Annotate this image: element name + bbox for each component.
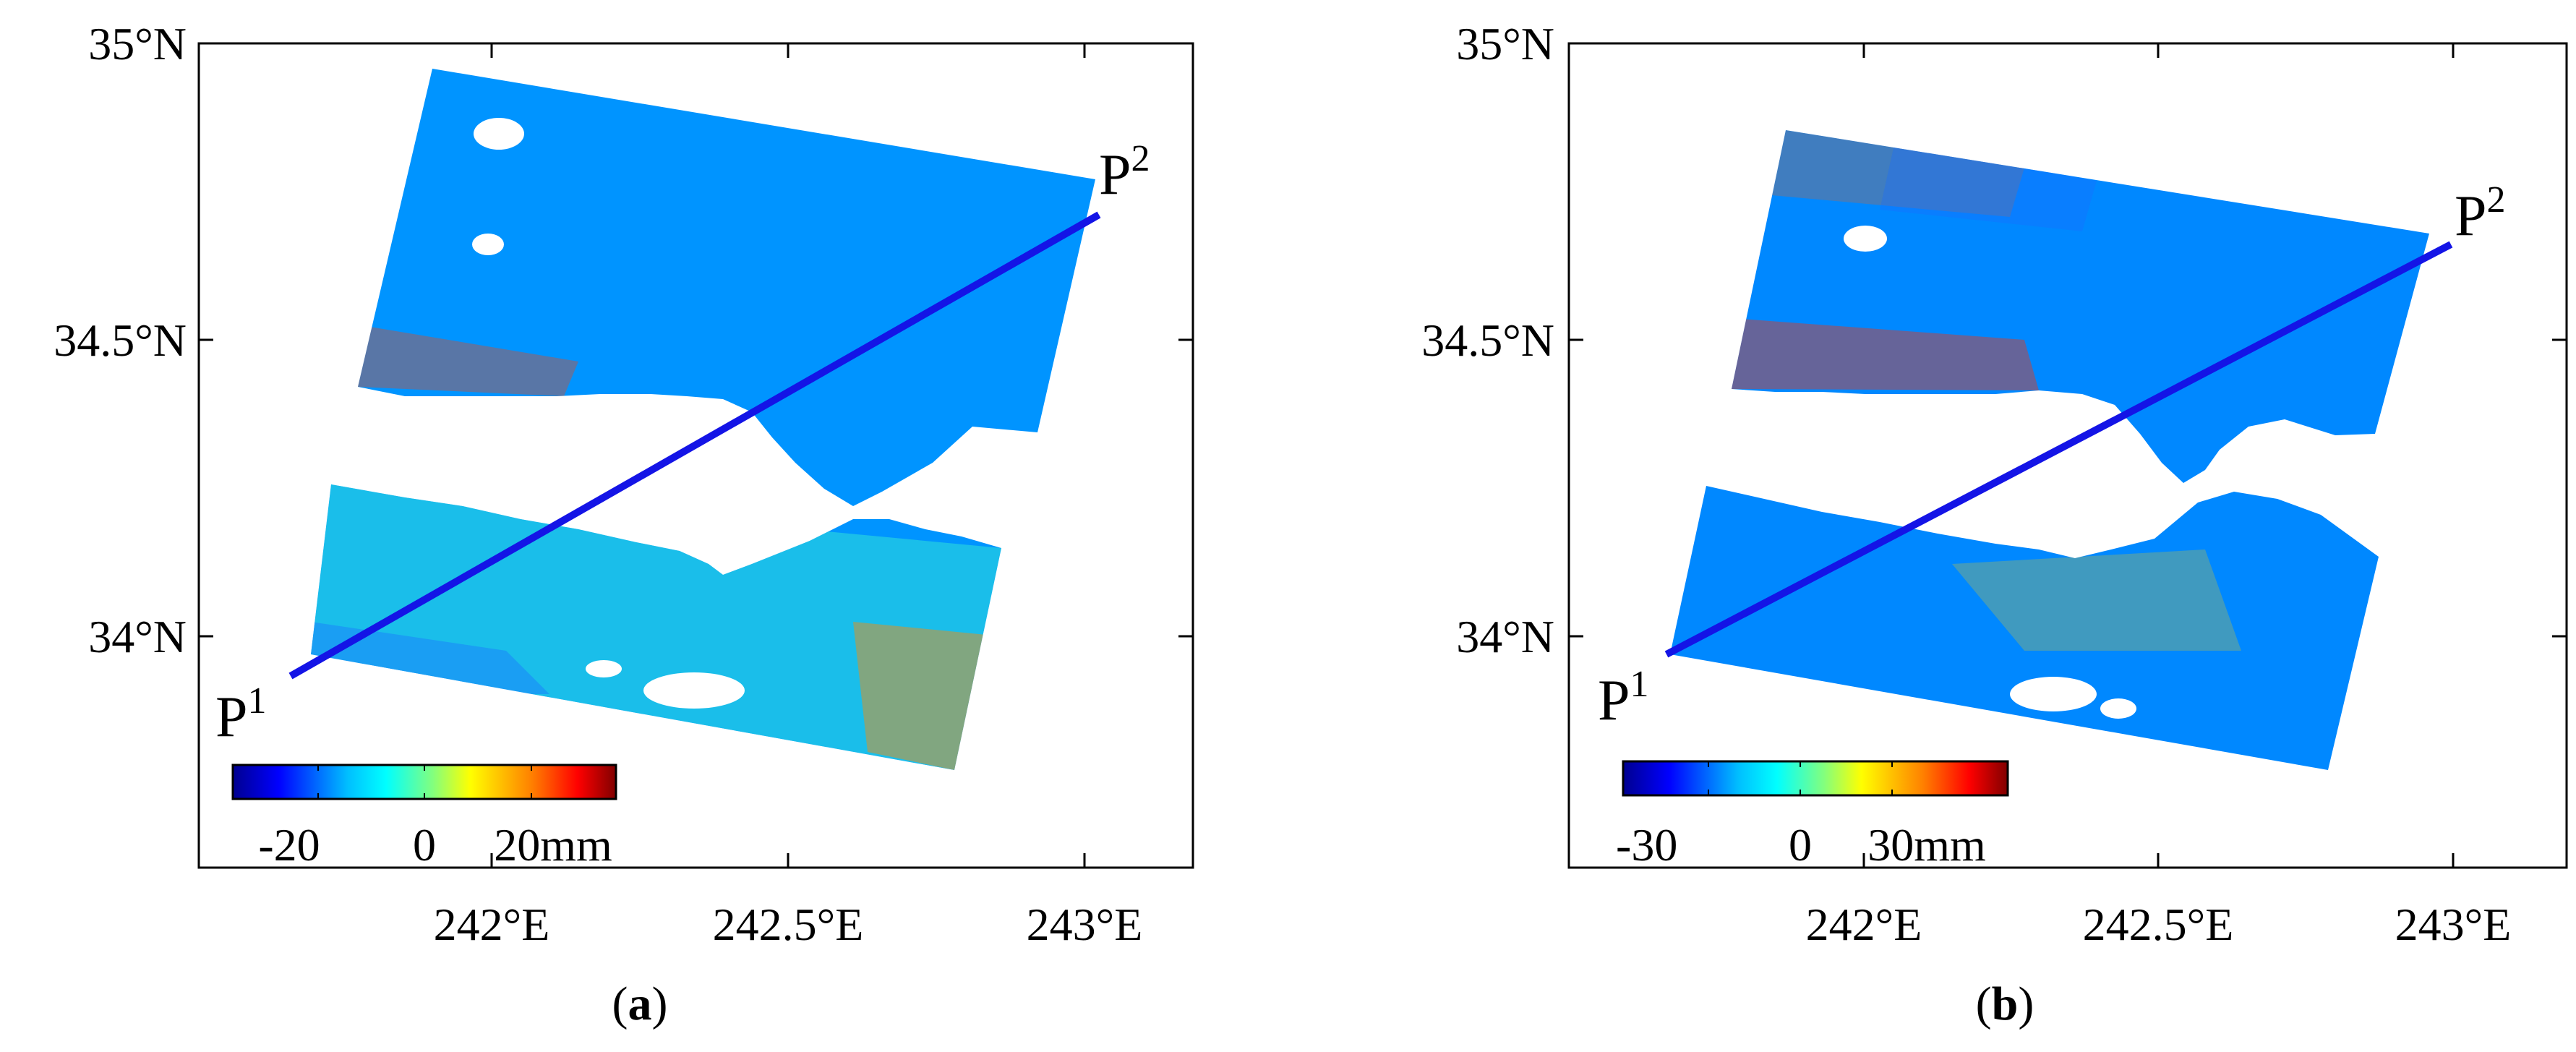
interferogram-a <box>311 69 1095 770</box>
axes-frame-b <box>1567 42 2568 869</box>
colorbar-label-a-zero: 0 <box>413 819 436 871</box>
colorbar-ticks-a <box>317 765 532 799</box>
y-tick-label-a-1: 34.5°N <box>54 315 187 366</box>
panel-a: 35°N 34.5°N 34°N 242°E 242.5°E 243°E P1 … <box>54 18 1194 1030</box>
axis-ticks-a <box>199 42 1193 868</box>
y-tick-label-a-2: 34°N <box>88 611 187 662</box>
colorbar-ticks-b <box>1708 761 1893 795</box>
axes-frame-a <box>197 42 1194 869</box>
colorbar-label-a-max: 20mm <box>494 819 612 871</box>
y-tick-label-b-1: 34.5°N <box>1421 315 1554 366</box>
x-tick-label-b-2: 243°E <box>2395 899 2512 950</box>
profile-line-a <box>288 211 1101 680</box>
panel-caption-a: (a) <box>612 978 668 1030</box>
panel-b: 35°N 34.5°N 34°N 242°E 242.5°E 243°E P1 … <box>1421 18 2568 1030</box>
profile-end-label-a: P2 <box>1099 138 1150 207</box>
profile-line-b <box>1664 241 2453 658</box>
colorbar-label-a-min: -20 <box>258 819 320 871</box>
y-tick-label-b-0: 35°N <box>1456 18 1554 69</box>
colorbar-label-b-max: 30mm <box>1867 819 1986 871</box>
axis-ticks-b <box>1569 42 2567 868</box>
x-tick-label-b-0: 242°E <box>1806 899 1922 950</box>
x-tick-label-a-1: 242.5°E <box>713 899 864 950</box>
profile-start-label-a: P1 <box>215 680 267 749</box>
profile-start-label-b: P1 <box>1598 664 1649 732</box>
y-tick-label-b-2: 34°N <box>1456 611 1554 662</box>
colorbar-label-b-zero: 0 <box>1789 819 1812 871</box>
panel-caption-b: (b) <box>1976 978 2034 1030</box>
colorbar-b <box>1622 760 2009 797</box>
colorbar-label-b-min: -30 <box>1616 819 1677 871</box>
x-tick-label-a-0: 242°E <box>434 899 550 950</box>
x-tick-label-b-1: 242.5°E <box>2083 899 2234 950</box>
x-tick-label-a-2: 243°E <box>1027 899 1143 950</box>
y-tick-label-a-0: 35°N <box>88 18 187 69</box>
profile-end-label-b: P2 <box>2455 179 2506 248</box>
